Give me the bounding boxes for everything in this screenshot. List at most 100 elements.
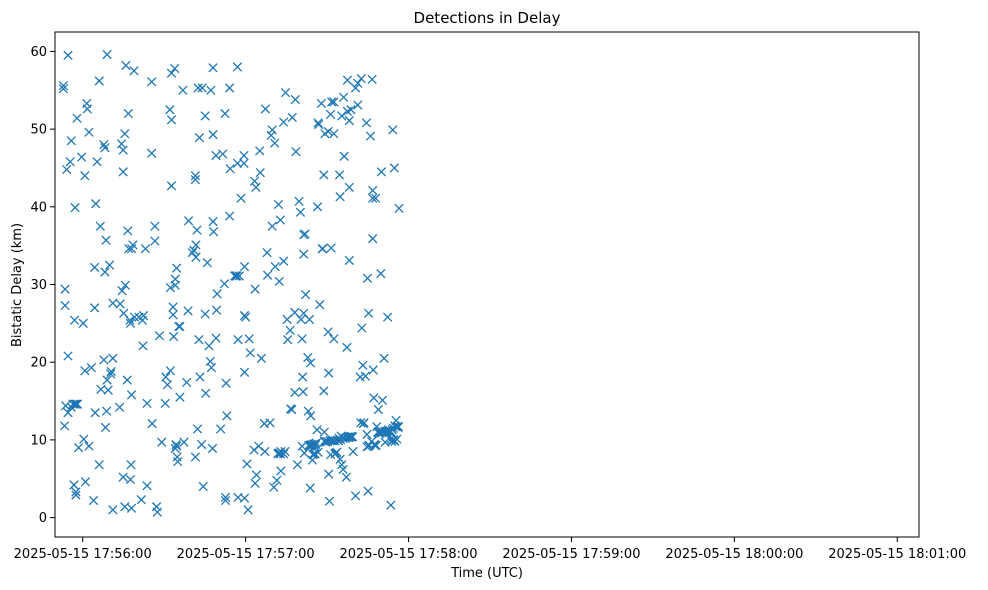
data-point <box>337 111 347 121</box>
data-point <box>360 371 371 381</box>
data-point <box>71 490 81 500</box>
data-point <box>118 167 128 177</box>
data-point <box>76 152 87 162</box>
data-point <box>394 203 404 214</box>
data-point <box>361 118 372 128</box>
data-point <box>120 280 130 290</box>
data-point <box>197 83 207 93</box>
x-tick-label: 2025-05-15 18:00:00 <box>665 547 803 562</box>
data-point <box>62 164 72 175</box>
data-point <box>140 244 151 254</box>
data-point <box>298 387 308 397</box>
data-point <box>179 437 189 447</box>
y-axis: 0 10 20 30 40 50 60 <box>30 45 55 526</box>
data-point <box>299 249 309 259</box>
data-point <box>175 392 185 402</box>
data-point <box>103 385 113 395</box>
data-point <box>310 449 320 459</box>
data-point <box>166 68 177 78</box>
data-point <box>239 261 250 272</box>
data-point <box>278 117 289 127</box>
data-point <box>278 256 289 266</box>
data-point <box>194 335 204 345</box>
data-point <box>198 481 208 492</box>
data-point <box>138 310 149 321</box>
data-point <box>303 406 313 416</box>
data-point <box>329 97 339 107</box>
data-point <box>386 500 396 510</box>
data-point <box>220 492 231 503</box>
data-point <box>69 315 80 325</box>
data-point <box>379 353 389 363</box>
data-point <box>276 466 286 476</box>
data-point <box>120 129 130 139</box>
data-point <box>362 273 373 283</box>
data-point <box>313 119 324 130</box>
data-point <box>183 216 194 226</box>
marker-layer <box>58 49 404 517</box>
data-point <box>313 447 323 457</box>
data-point <box>256 353 267 363</box>
data-point <box>327 97 337 107</box>
data-point <box>70 202 80 213</box>
data-point <box>305 483 315 493</box>
data-point <box>291 146 301 157</box>
data-point <box>126 390 137 400</box>
data-point <box>154 331 165 341</box>
data-point <box>348 446 358 457</box>
data-point <box>190 452 201 462</box>
data-point <box>215 424 226 434</box>
data-point <box>236 193 246 203</box>
data-point <box>273 199 284 210</box>
data-point <box>300 229 310 239</box>
data-point <box>222 411 232 421</box>
data-point <box>269 482 279 492</box>
data-point <box>211 333 221 343</box>
data-point <box>267 221 277 231</box>
data-point <box>294 196 304 207</box>
data-point <box>150 221 160 231</box>
data-point <box>346 105 356 115</box>
data-point <box>125 474 136 485</box>
data-point <box>59 421 70 431</box>
x-tick-label: 2025-05-15 17:57:00 <box>177 547 315 562</box>
data-point <box>255 146 265 156</box>
data-point <box>60 300 70 311</box>
data-point <box>262 270 273 280</box>
data-point <box>319 427 330 437</box>
data-point <box>260 104 271 114</box>
data-point <box>106 369 116 379</box>
data-point <box>323 126 333 137</box>
data-point <box>192 225 202 235</box>
data-point <box>251 182 261 193</box>
data-point <box>170 280 180 290</box>
data-point <box>382 312 393 322</box>
data-point <box>347 432 358 442</box>
data-point <box>388 125 398 135</box>
data-point <box>275 215 286 225</box>
data-point <box>80 477 91 487</box>
data-point <box>292 460 303 470</box>
chart-title: Detections in Delay <box>414 9 561 27</box>
data-point <box>183 306 193 316</box>
data-point <box>142 481 152 491</box>
data-point <box>66 136 76 146</box>
data-point <box>275 449 286 459</box>
data-point <box>208 227 219 237</box>
x-axis-label: Time (UTC) <box>450 566 523 581</box>
data-point <box>287 112 297 123</box>
data-point <box>267 125 277 135</box>
data-point <box>335 454 345 464</box>
data-point <box>194 133 205 143</box>
data-point <box>147 77 157 87</box>
data-point <box>195 372 205 382</box>
data-point <box>165 366 176 376</box>
data-point <box>359 418 369 428</box>
data-point <box>297 372 308 382</box>
y-axis-label: Bistatic Delay (km) <box>10 223 25 347</box>
data-point <box>240 312 251 322</box>
data-point <box>368 193 378 203</box>
data-point <box>306 411 316 421</box>
data-point <box>270 138 280 148</box>
